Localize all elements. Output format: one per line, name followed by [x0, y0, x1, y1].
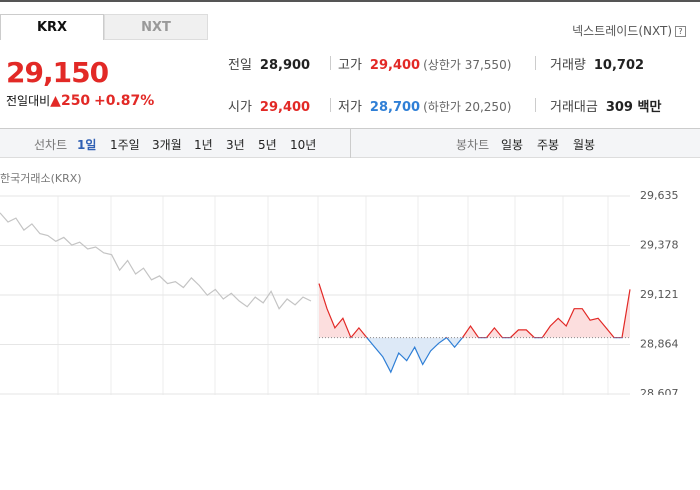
stat: 고가 29,400 (상한가 37,550)	[338, 54, 511, 73]
period-bar: 선차트 봉차트 1일 1주일 3개월 1년 3년 5년 10년 일봉 주봉 월봉	[0, 128, 700, 158]
stat-value: 28,900	[259, 58, 311, 73]
stat-value: 29,400	[259, 100, 311, 115]
chart: 29,635 29,378 29,121 28,864 28,607	[0, 189, 679, 395]
area-down	[350, 337, 623, 373]
change-arrow: ▲	[50, 93, 61, 109]
candle-chart-label: 봉차트	[456, 138, 490, 152]
stat-label: 거래량	[550, 58, 586, 73]
stat: 전일 28,900	[228, 54, 310, 73]
period-button[interactable]: 월봉	[573, 138, 596, 152]
chart-source: 한국거래소(KRX)	[0, 172, 82, 185]
y-tick-label: 28,864	[640, 338, 679, 351]
stat-label: 저가	[338, 100, 362, 115]
change-rate: +0.87%	[94, 93, 155, 109]
stat-note: (하한가 20,250)	[423, 100, 512, 114]
area-up	[319, 283, 630, 338]
separator	[535, 56, 536, 70]
stat-label: 전일	[228, 58, 252, 73]
line-down	[350, 337, 623, 374]
stat: 거래대금 309 백만	[550, 96, 661, 115]
stat-value: 28,700	[369, 100, 421, 115]
y-tick-label: 29,121	[640, 288, 679, 301]
change: 전일대비▲250 +0.87%	[6, 92, 154, 109]
nxt-text: 넥스트레이드(NXT)	[572, 24, 672, 38]
price: 29,150	[6, 56, 109, 89]
period-button[interactable]: 5년	[258, 138, 277, 152]
stat-value: 309 백만	[605, 100, 662, 115]
change-amount: 250	[60, 93, 91, 109]
stat-note: (상한가 37,550)	[423, 58, 512, 72]
period-button[interactable]: 1주일	[110, 138, 140, 152]
stat: 저가 28,700 (하한가 20,250)	[338, 96, 511, 115]
separator	[330, 56, 331, 70]
line	[0, 212, 312, 310]
period-button[interactable]: 3년	[226, 138, 245, 152]
period-button[interactable]: 주봉	[537, 138, 560, 152]
nxt-link[interactable]: 넥스트레이드(NXT)?	[572, 22, 686, 39]
period-button[interactable]: 10년	[290, 138, 317, 152]
tab[interactable]: NXT	[104, 14, 208, 40]
y-tick-label: 28,607	[640, 387, 679, 395]
tab[interactable]: KRX	[0, 14, 104, 40]
y-tick-label: 29,635	[640, 189, 679, 202]
separator	[350, 129, 351, 158]
separator	[535, 98, 536, 112]
period-button[interactable]: 3개월	[152, 138, 182, 152]
stat-value: 10,702	[593, 58, 645, 73]
stat-value: 29,400	[369, 58, 421, 73]
y-tick-label: 29,378	[640, 239, 679, 252]
top-border	[0, 0, 700, 2]
stat: 시가 29,400	[228, 96, 310, 115]
help-icon[interactable]: ?	[675, 26, 686, 37]
period-button[interactable]: 일봉	[501, 138, 524, 152]
stat-label: 시가	[228, 100, 252, 115]
stat-label: 거래대금	[550, 100, 598, 115]
period-button[interactable]: 1일	[77, 138, 97, 152]
line-up	[318, 283, 631, 338]
stat: 거래량 10,702	[550, 54, 644, 73]
separator	[330, 98, 331, 112]
line-chart-label: 선차트	[34, 138, 68, 152]
stat-label: 고가	[338, 58, 362, 73]
period-button[interactable]: 1년	[194, 138, 213, 152]
change-label: 전일대비	[6, 94, 51, 108]
